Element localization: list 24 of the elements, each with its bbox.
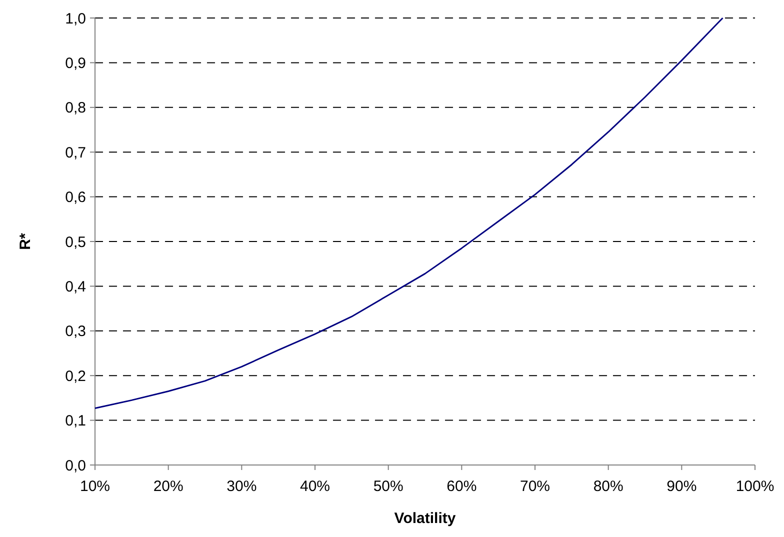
- y-tick-label: 0,0: [65, 457, 86, 474]
- x-tick-label: 50%: [373, 478, 404, 495]
- x-tick-label: 60%: [446, 478, 477, 495]
- x-axis-title: Volatility: [394, 510, 456, 527]
- y-tick-label: 0,3: [65, 323, 86, 340]
- x-tick-label: 90%: [666, 478, 697, 495]
- x-tick-label: 40%: [300, 478, 330, 495]
- y-tick-label: 1,0: [65, 10, 86, 28]
- x-tick-label: 20%: [153, 478, 184, 495]
- line-series: [94, 17, 724, 409]
- y-tick-label: 0,1: [65, 412, 86, 430]
- y-tick-label: 0,7: [65, 144, 86, 162]
- x-tick-label: 10%: [80, 478, 110, 495]
- x-tick-label: 100%: [736, 478, 774, 495]
- y-tick-label: 0,6: [65, 189, 86, 206]
- y-tick-label: 0,9: [65, 54, 86, 72]
- y-tick-label: 0,4: [65, 278, 86, 296]
- y-tick-label: 0,8: [65, 100, 86, 117]
- x-tick-label: 70%: [520, 478, 550, 495]
- x-tick-label: 30%: [226, 478, 257, 495]
- y-axis-title: R*: [17, 233, 34, 250]
- x-tick-label: 80%: [593, 478, 624, 495]
- y-tick-label: 0,2: [65, 368, 86, 385]
- y-tick-label: 0,5: [65, 234, 86, 251]
